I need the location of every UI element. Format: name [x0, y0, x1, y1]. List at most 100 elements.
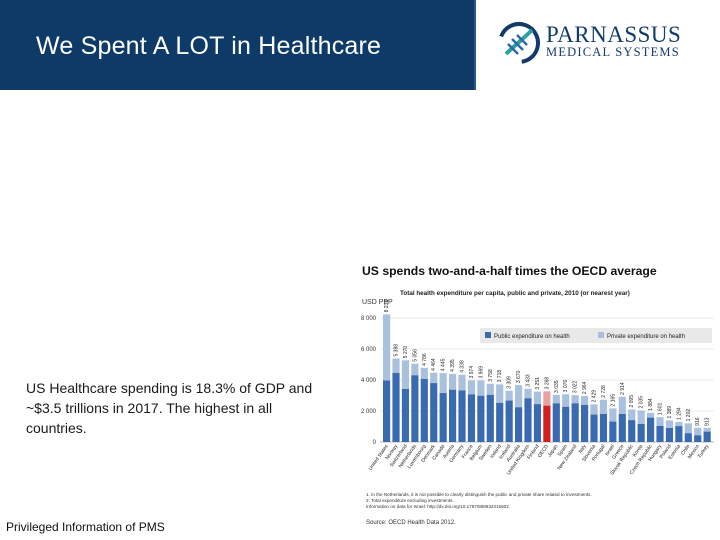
- title-bar: We Spent A LOT in Healthcare: [0, 0, 476, 90]
- bar-public: [383, 380, 391, 442]
- bar-private: [571, 395, 579, 404]
- chart-note-3: Information on data for Israel: http://d…: [366, 504, 510, 509]
- bar-public: [599, 413, 608, 442]
- bar-private: [524, 388, 532, 399]
- data-label: 913: [705, 417, 711, 426]
- data-label: 2 095: [629, 395, 635, 408]
- data-label: 3 433: [526, 374, 532, 387]
- data-label: 5 056: [412, 349, 418, 362]
- data-label: 3 718: [497, 370, 503, 383]
- bar-private: [581, 396, 589, 405]
- bar-public: [458, 390, 466, 442]
- data-label: 3 670: [516, 370, 522, 383]
- bar-private: [656, 417, 664, 426]
- bar-private: [675, 421, 683, 427]
- data-label: 8 233: [384, 300, 390, 313]
- footer-text: Privileged Information of PMS: [6, 520, 165, 534]
- bar-public: [505, 400, 513, 442]
- health-expenditure-chart: US spends two-and-a-half times the OECD …: [361, 264, 714, 526]
- slide-title: We Spent A LOT in Healthcare: [36, 32, 382, 60]
- data-label: 3 969: [478, 366, 484, 379]
- bar-private: [383, 314, 391, 381]
- bar-public: [543, 405, 551, 442]
- y-tick-label: 6 000: [361, 347, 377, 353]
- bar-public: [524, 398, 532, 442]
- data-label: 916: [695, 417, 701, 426]
- bar-private: [439, 373, 447, 394]
- data-label: 2 914: [620, 382, 626, 395]
- bar-public: [647, 417, 655, 442]
- y-tick-label: 8 000: [361, 316, 377, 322]
- data-label: 1 202: [686, 409, 692, 422]
- bar-public: [656, 425, 664, 442]
- legend-swatch-public: [485, 332, 491, 338]
- bar-private: [486, 383, 494, 395]
- bar-private: [552, 394, 560, 404]
- data-label: 2 165: [610, 394, 616, 407]
- data-label: 1 294: [676, 407, 682, 420]
- data-label: 3 251: [535, 377, 541, 390]
- bar-private: [628, 409, 636, 421]
- chart-note-1: 1. In the Netherlands, it is not possibl…: [366, 492, 592, 497]
- bar-public: [562, 406, 570, 442]
- body-text: US Healthcare spending is 18.3% of GDP a…: [26, 380, 313, 436]
- data-label: 4 395: [450, 359, 456, 372]
- bar-private: [703, 427, 711, 432]
- data-label: 2 429: [592, 390, 598, 403]
- chart-note-2: 2. Total expenditure excluding investmen…: [366, 498, 454, 503]
- bar-private: [430, 372, 438, 384]
- bar-private: [637, 410, 645, 425]
- data-label: 5 270: [403, 346, 409, 359]
- bar-private: [449, 373, 457, 390]
- x-tick-label: Italy: [578, 443, 588, 454]
- bar-private: [562, 394, 570, 407]
- bar-public: [694, 435, 702, 442]
- data-label: 2 964: [582, 381, 588, 394]
- legend-label-private: Private expenditure on health: [607, 334, 685, 340]
- bar-private: [543, 391, 551, 406]
- data-label: 3 076: [563, 380, 569, 393]
- data-label: 3 974: [469, 366, 475, 379]
- bar-private: [599, 399, 608, 414]
- chart-subtitle: Total health expenditure per capita, pub…: [400, 290, 630, 297]
- data-label: 4 464: [431, 358, 437, 371]
- data-label: 2 728: [601, 385, 607, 398]
- bar-private: [401, 360, 410, 389]
- bar-public: [684, 433, 692, 442]
- bar-public: [411, 375, 419, 442]
- bar-private: [590, 404, 598, 415]
- bar-private: [496, 384, 504, 403]
- data-label: 3 758: [488, 369, 494, 382]
- bar-public: [486, 394, 494, 442]
- bar-public: [496, 402, 504, 442]
- bar-public: [675, 426, 683, 442]
- bar-public: [581, 404, 589, 442]
- helix-logo-icon: [498, 22, 540, 64]
- bar-private: [684, 423, 692, 434]
- bar-public: [552, 403, 560, 442]
- y-tick-label: 4 000: [361, 378, 377, 384]
- bar-public: [449, 389, 457, 442]
- bar-public: [628, 420, 636, 442]
- data-label: 2 035: [639, 396, 645, 409]
- y-tick-label: 0: [373, 440, 377, 446]
- data-label: 4 338: [460, 360, 466, 373]
- bar-private: [392, 358, 400, 373]
- data-label: 3 268: [544, 377, 550, 390]
- data-label: 3 035: [554, 380, 560, 393]
- data-label: 5 388: [394, 344, 400, 357]
- bar-public: [515, 407, 523, 442]
- bar-private: [665, 420, 674, 429]
- data-label: 4 786: [422, 353, 428, 366]
- bar-private: [515, 385, 523, 408]
- chart-title: US spends two-and-a-half times the OECD …: [362, 264, 657, 278]
- legend-label-public: Public expenditure on health: [494, 334, 570, 340]
- data-label: 3 022: [573, 380, 579, 393]
- bar-public: [392, 372, 400, 442]
- data-label: 1 601: [658, 402, 664, 415]
- bar-private: [694, 427, 702, 436]
- bar-private: [618, 396, 626, 414]
- bar-private: [477, 380, 485, 396]
- chart-source: Source: OECD Health Data 2012.: [366, 520, 456, 526]
- x-tick-label: Israel: [604, 444, 616, 457]
